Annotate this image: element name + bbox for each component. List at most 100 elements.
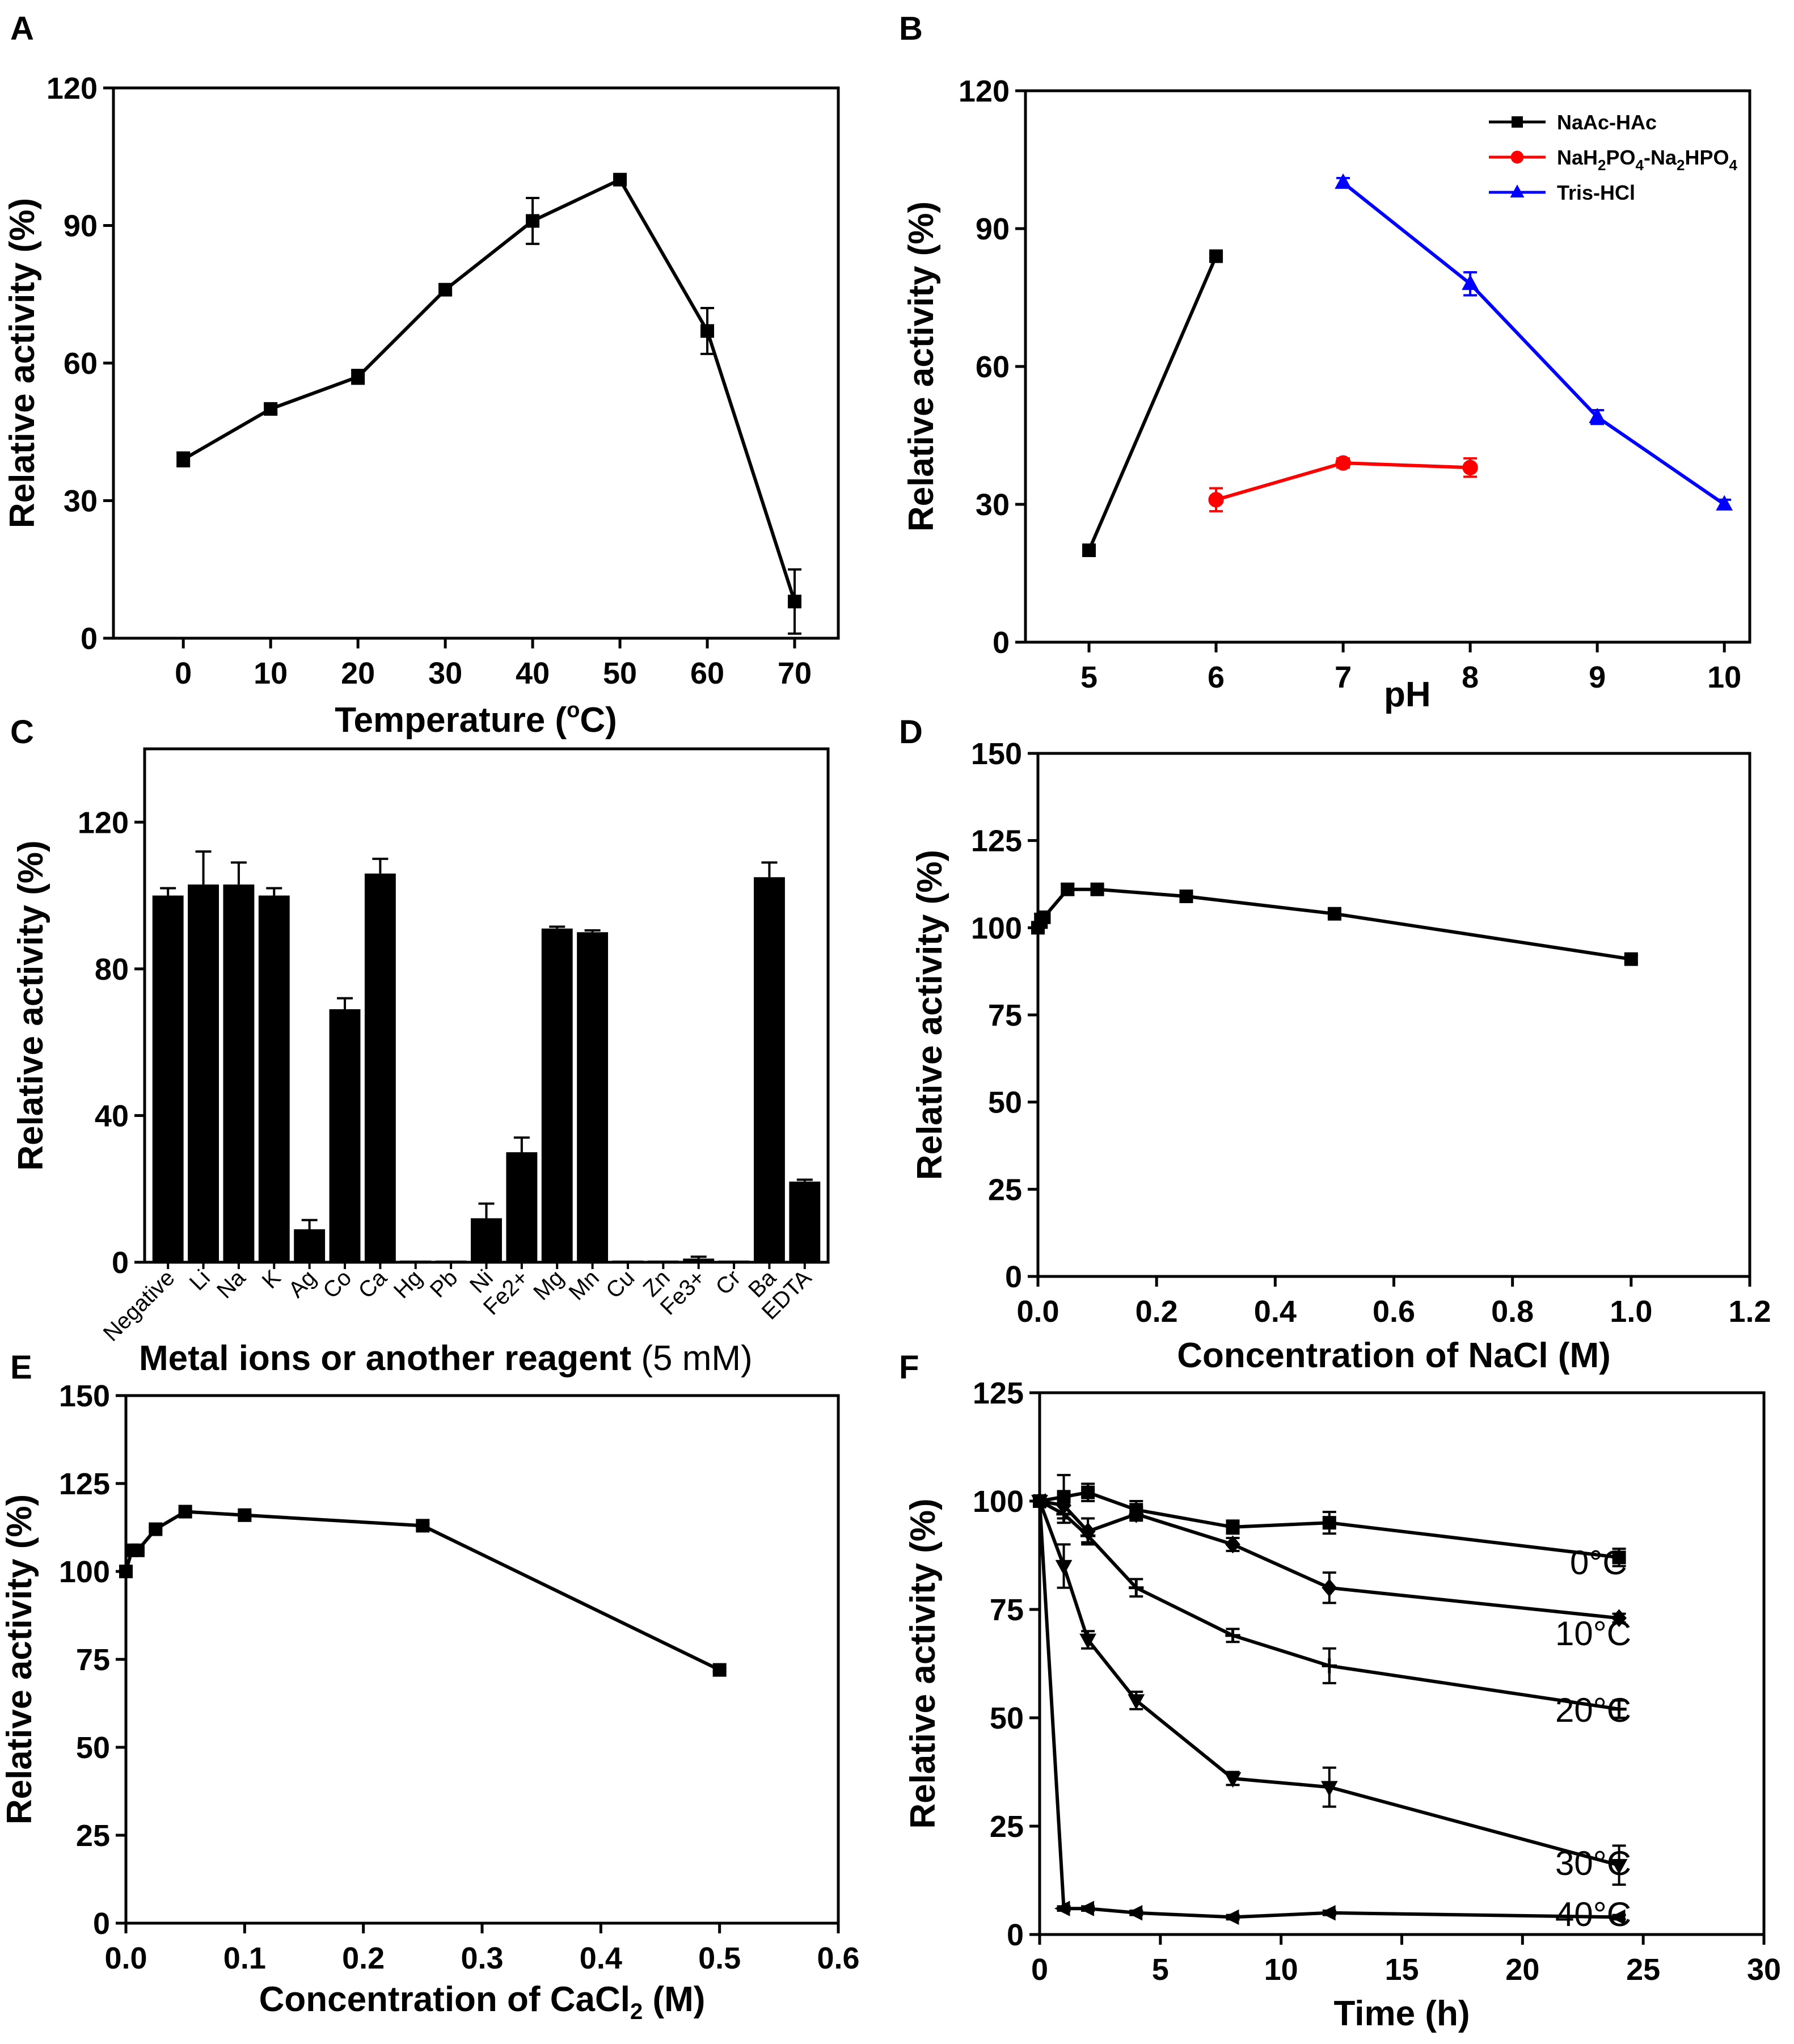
x-tick-label: 30 <box>1747 1953 1781 1987</box>
x-axis-title: pH <box>1384 675 1431 714</box>
legend-entry: NaAc-HAc <box>1557 111 1657 134</box>
y-axis-title: Relative activity (%) <box>910 850 949 1180</box>
data-point <box>1320 1781 1338 1797</box>
category-label: Mn <box>564 1265 604 1305</box>
y-tick-label: 125 <box>59 1467 110 1501</box>
y-tick-label: 50 <box>990 1701 1024 1735</box>
x-tick-label: 8 <box>1462 660 1479 694</box>
x-tick-label: 5 <box>1080 660 1097 694</box>
data-point <box>119 1565 133 1578</box>
data-point <box>1335 173 1352 189</box>
y-tick-label: 40 <box>95 1099 129 1133</box>
x-tick-label: 70 <box>778 656 812 690</box>
panel-label: F <box>899 1349 919 1386</box>
data-point <box>178 1504 192 1519</box>
category-label: Hg <box>389 1265 427 1303</box>
y-tick-label: 25 <box>76 1819 110 1853</box>
data-point <box>1225 1535 1240 1554</box>
series-annotation: 30°C <box>1555 1844 1631 1882</box>
data-point <box>1322 1578 1337 1597</box>
error-bar <box>513 1136 530 1153</box>
y-tick-label: 0 <box>93 1907 110 1941</box>
data-point <box>176 452 191 466</box>
x-tick-label: 0.4 <box>1254 1295 1297 1329</box>
x-tick-label: 30 <box>428 656 462 690</box>
bar <box>152 895 184 1262</box>
data-point <box>1226 1520 1240 1534</box>
data-point <box>351 370 365 384</box>
data-point <box>1081 1485 1095 1499</box>
plot-frame-F <box>1038 1391 1766 1936</box>
bar <box>647 1261 679 1262</box>
x-tick-label: 10 <box>254 656 288 690</box>
plot-frame-A <box>112 86 840 640</box>
x-tick-label: 0.1 <box>223 1941 266 1975</box>
x-axis-title: Metal ions or another reagent (5 mM) <box>139 1339 753 1378</box>
x-tick-label: 40 <box>516 656 550 690</box>
x-tick-label: 0.0 <box>1016 1295 1059 1329</box>
category-label: Na <box>212 1265 251 1304</box>
y-tick-label: 100 <box>973 1485 1024 1519</box>
series-annotation: 0°C <box>1570 1544 1627 1582</box>
panel-label: C <box>10 714 34 751</box>
x-tick-label: 1.2 <box>1728 1295 1771 1329</box>
y-tick-label: 125 <box>971 824 1022 858</box>
data-point <box>1510 150 1524 164</box>
data-point <box>238 1508 252 1522</box>
data-point <box>1054 1900 1070 1916</box>
y-tick-label: 50 <box>988 1086 1022 1120</box>
y-tick-label: 25 <box>990 1810 1024 1844</box>
bar <box>471 1218 502 1262</box>
data-point <box>264 402 278 416</box>
error-bar <box>796 1178 813 1182</box>
panel-label: B <box>899 10 923 47</box>
series-annotation: 10°C <box>1555 1615 1631 1653</box>
x-tick-label: 20 <box>1505 1953 1539 1987</box>
x-tick-label: 0.5 <box>698 1941 741 1975</box>
x-axis-title: Temperature (oC) <box>335 698 617 740</box>
category-label: Ag <box>284 1265 321 1303</box>
error-bar <box>690 1255 707 1259</box>
x-tick-label: 0.3 <box>461 1941 503 1975</box>
y-axis-title: Relative activity (%) <box>904 1498 943 1828</box>
bar <box>506 1152 538 1262</box>
y-axis-title: Relative activity (%) <box>3 198 42 528</box>
x-tick-label: 0.6 <box>817 1941 859 1975</box>
y-tick-label: 120 <box>959 74 1010 108</box>
data-point <box>1512 116 1523 128</box>
panel-label: E <box>10 1349 32 1386</box>
x-tick-label: 0.6 <box>1373 1295 1415 1329</box>
x-tick-label: 0.2 <box>342 1941 385 1975</box>
error-bar <box>337 997 353 1009</box>
x-axis-title: Concentration of CaCl2 (M) <box>259 1980 706 2024</box>
data-point <box>1128 1505 1144 1523</box>
y-tick-label: 0 <box>112 1246 129 1280</box>
error-bar <box>372 857 389 874</box>
panel-b-ph-chart: B 0 30 60 90 120 5 6 7 8 9 10 Relative activity (%) p… <box>899 10 1751 714</box>
y-tick-label: 75 <box>990 1593 1024 1627</box>
x-tick-label: 50 <box>603 656 637 690</box>
data-point <box>1078 1900 1095 1916</box>
x-tick-label: 0.4 <box>580 1941 622 1975</box>
y-tick-label: 90 <box>64 209 98 243</box>
y-axis-title: Relative activity (%) <box>11 840 50 1170</box>
bar <box>754 877 785 1262</box>
data-point <box>1128 1694 1145 1710</box>
data-point <box>1716 495 1733 511</box>
data-point <box>1327 907 1341 921</box>
data-point <box>1224 1772 1242 1788</box>
category-label: Li <box>185 1265 215 1295</box>
data-point <box>1056 1506 1071 1522</box>
category-label: Pb <box>425 1265 463 1303</box>
data-point <box>1335 455 1351 471</box>
y-tick-label: 120 <box>47 71 98 106</box>
x-tick-label: 9 <box>1589 660 1606 694</box>
data-point <box>712 1663 727 1677</box>
data-point <box>1090 882 1104 896</box>
y-tick-label: 0 <box>81 622 98 656</box>
x-tick-label: 10 <box>1707 660 1741 694</box>
y-tick-label: 60 <box>64 347 98 381</box>
x-tick-label: 6 <box>1208 660 1225 694</box>
data-point <box>1612 1550 1626 1565</box>
data-point <box>1030 1493 1046 1509</box>
